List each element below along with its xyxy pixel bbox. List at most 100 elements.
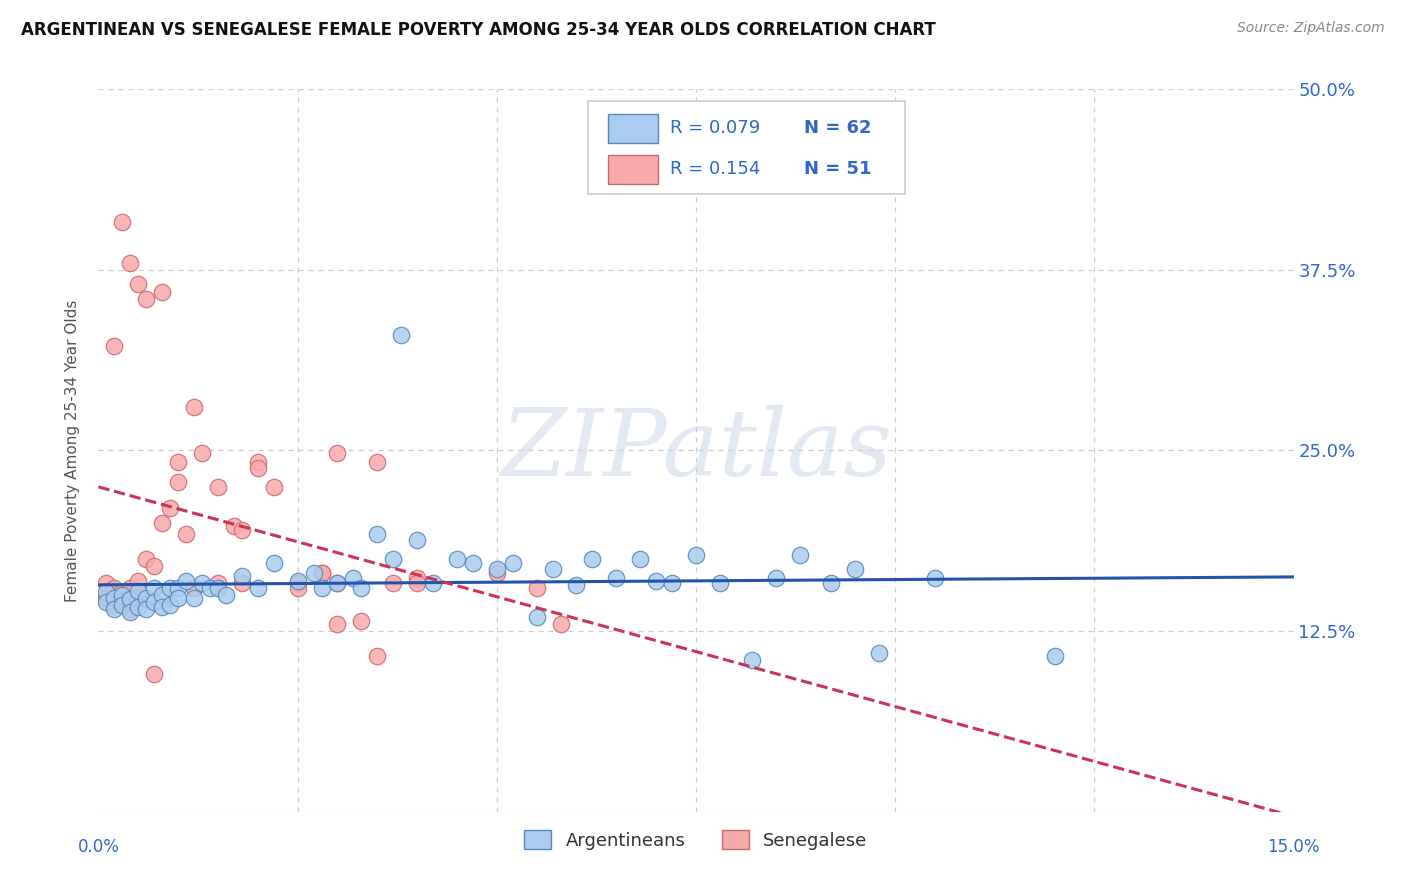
Point xyxy=(382,551,405,566)
Legend: Argentineans, Senegalese: Argentineans, Senegalese xyxy=(517,823,875,857)
Point xyxy=(350,581,373,595)
Point xyxy=(406,571,429,585)
Point xyxy=(581,551,603,566)
Point xyxy=(111,595,134,609)
Point xyxy=(741,653,763,667)
Point xyxy=(868,646,890,660)
Point xyxy=(820,576,842,591)
Point xyxy=(143,667,166,681)
Point xyxy=(350,614,373,628)
Point xyxy=(120,602,142,616)
Point xyxy=(311,581,333,595)
Point xyxy=(422,576,444,591)
FancyBboxPatch shape xyxy=(589,102,905,194)
Point xyxy=(326,576,349,591)
Point xyxy=(135,591,157,605)
Point xyxy=(287,574,309,588)
Text: N = 62: N = 62 xyxy=(804,120,872,137)
Point xyxy=(263,480,285,494)
Point xyxy=(143,559,166,574)
Text: 15.0%: 15.0% xyxy=(1267,838,1320,855)
Point xyxy=(96,576,118,591)
Point xyxy=(389,327,412,342)
Point xyxy=(167,455,190,469)
Point xyxy=(127,574,149,588)
Text: 0.0%: 0.0% xyxy=(77,838,120,855)
Point xyxy=(167,581,190,595)
Point xyxy=(159,501,181,516)
Text: ARGENTINEAN VS SENEGALESE FEMALE POVERTY AMONG 25-34 YEAR OLDS CORRELATION CHART: ARGENTINEAN VS SENEGALESE FEMALE POVERTY… xyxy=(21,21,936,39)
Point xyxy=(366,455,388,469)
Point xyxy=(406,576,429,591)
Text: R = 0.154: R = 0.154 xyxy=(669,161,761,178)
Point xyxy=(661,576,683,591)
Point xyxy=(103,339,125,353)
Point xyxy=(183,400,205,414)
Point xyxy=(231,576,253,591)
Point xyxy=(406,533,429,547)
Point xyxy=(605,571,627,585)
Point xyxy=(103,602,125,616)
Point xyxy=(366,527,388,541)
Point xyxy=(174,574,197,588)
Point xyxy=(485,566,508,581)
Point xyxy=(191,446,214,460)
Point xyxy=(111,598,134,612)
Point xyxy=(231,523,253,537)
Text: ZIPatlas: ZIPatlas xyxy=(501,406,891,495)
Point xyxy=(366,648,388,663)
Point xyxy=(302,566,325,581)
Point xyxy=(461,556,484,570)
Point xyxy=(127,277,149,292)
Point xyxy=(231,569,253,583)
Point xyxy=(342,571,364,585)
Point xyxy=(103,581,125,595)
Point xyxy=(526,581,548,595)
Point xyxy=(485,562,508,576)
Y-axis label: Female Poverty Among 25-34 Year Olds: Female Poverty Among 25-34 Year Olds xyxy=(65,300,80,601)
Point xyxy=(159,581,181,595)
Point xyxy=(127,599,149,614)
Point xyxy=(709,576,731,591)
Point xyxy=(103,591,125,605)
Point xyxy=(526,609,548,624)
Point xyxy=(502,556,524,570)
Point xyxy=(150,285,173,299)
Point xyxy=(263,556,285,570)
Point xyxy=(120,581,142,595)
Point xyxy=(143,581,166,595)
Point xyxy=(103,598,125,612)
Point xyxy=(120,592,142,607)
Point xyxy=(127,591,149,605)
Point xyxy=(645,574,668,588)
Point xyxy=(541,562,564,576)
Point xyxy=(550,616,572,631)
Point xyxy=(167,475,190,490)
Point xyxy=(135,551,157,566)
Point xyxy=(150,516,173,530)
Point xyxy=(382,576,405,591)
Point xyxy=(1043,648,1066,663)
Point xyxy=(222,518,245,533)
Point xyxy=(183,581,205,595)
Point xyxy=(326,446,349,460)
Text: R = 0.079: R = 0.079 xyxy=(669,120,759,137)
Point xyxy=(326,616,349,631)
Point xyxy=(207,581,229,595)
Point xyxy=(311,566,333,581)
Point xyxy=(167,591,190,605)
Point xyxy=(111,588,134,602)
Point xyxy=(135,292,157,306)
Text: N = 51: N = 51 xyxy=(804,161,872,178)
Point xyxy=(765,571,787,585)
FancyBboxPatch shape xyxy=(607,155,658,184)
Point xyxy=(111,585,134,599)
Point xyxy=(143,595,166,609)
Point xyxy=(215,588,238,602)
Point xyxy=(446,551,468,566)
Point xyxy=(287,581,309,595)
Point xyxy=(685,548,707,562)
Point xyxy=(159,598,181,612)
Point xyxy=(311,566,333,581)
Point xyxy=(924,571,946,585)
